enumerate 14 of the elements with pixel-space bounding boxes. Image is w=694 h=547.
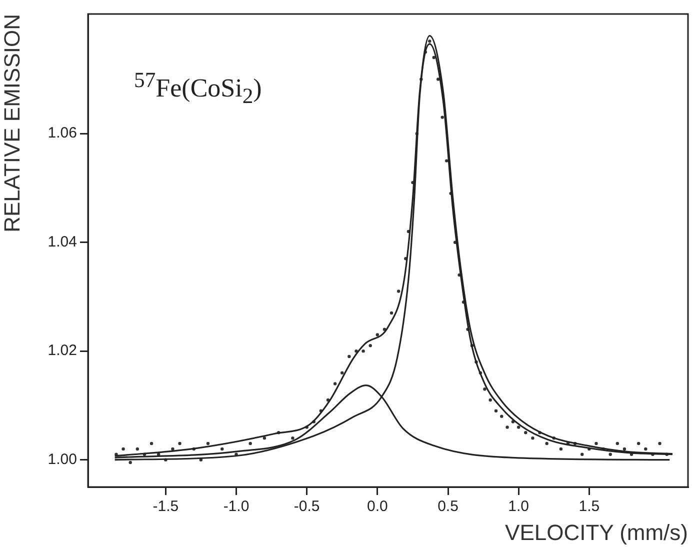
y-axis-title: RELATIVE EMISSION: [0, 14, 24, 232]
x-tick-label: -1.0: [223, 498, 250, 516]
y-tick-label: 1.02: [48, 342, 77, 360]
x-tick-label: 0.0: [366, 498, 388, 516]
x-tick-label: 0.5: [438, 498, 458, 516]
x-tick-label: -1.5: [152, 498, 179, 516]
x-tick-label: 1.0: [508, 498, 530, 516]
x-tick-label: 1.5: [578, 498, 600, 516]
x-tick-label: -0.5: [294, 498, 320, 516]
annotation: $^{57}$Fe(CoSi$_{2}$): [134, 68, 262, 109]
y-tick-label: 1.00: [48, 450, 77, 468]
y-tick-label: 1.04: [48, 233, 77, 250]
x-axis-title: VELOCITY (mm/s): [505, 520, 688, 545]
y-tick-label: 1.06: [48, 124, 77, 142]
